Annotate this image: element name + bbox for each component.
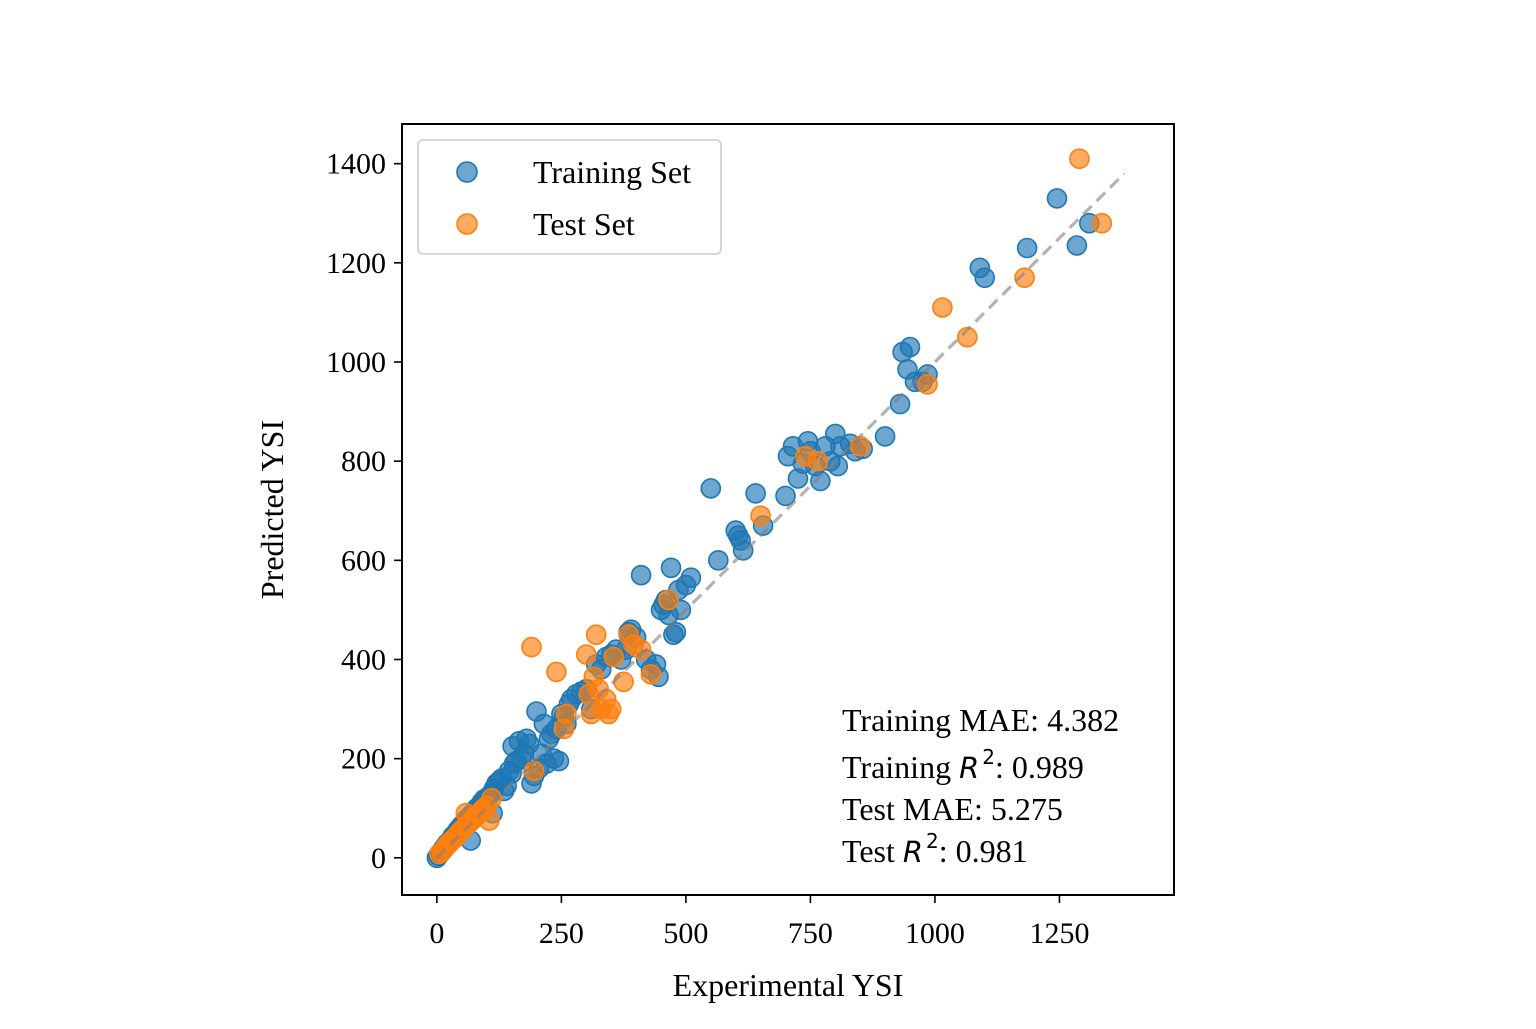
data-point (1014, 267, 1035, 289)
y-tick-label: 800 (341, 445, 386, 478)
data-point (665, 621, 687, 643)
metric-line: Test MAE: 5.275 (842, 791, 1063, 827)
data-point (874, 426, 896, 447)
data-point (1046, 188, 1068, 209)
metric-value: 5.275 (991, 791, 1063, 827)
metric-label: Training (842, 749, 959, 785)
legend-label: Training Set (533, 154, 691, 190)
r-symbol: R (959, 751, 979, 785)
data-point (478, 810, 500, 831)
data-point (1091, 212, 1113, 234)
series-1 (429, 148, 1113, 865)
data-point (1069, 148, 1090, 169)
data-point (556, 703, 577, 725)
reference-line (435, 172, 1126, 859)
data-point (732, 540, 754, 561)
data-point (658, 589, 679, 611)
axes-layer: 0 250 500 750 1000 1250 0 200 400 600 800 1000 1200 1… (254, 123, 1175, 1003)
x-tick-label: 500 (663, 917, 708, 950)
data-point (1066, 235, 1088, 256)
metric-line: Training R 2: 0.989 (842, 745, 1084, 785)
y-axis-title: Predicted YSI (254, 420, 290, 599)
data-point (775, 485, 796, 507)
data-point (899, 336, 921, 358)
data-point (603, 646, 625, 668)
data-point (849, 435, 871, 457)
data-point (745, 483, 766, 504)
data-point (750, 505, 771, 527)
data-point (548, 750, 570, 772)
metric-label: Test (842, 833, 903, 869)
y-tick-label: 1000 (326, 346, 386, 379)
x-axis-title: Experimental YSI (673, 967, 904, 1003)
data-point (974, 267, 996, 289)
data-point (707, 549, 729, 571)
data-point (917, 373, 938, 395)
legend-label: Test Set (533, 206, 635, 242)
marks-layer (426, 148, 1126, 869)
data-point (523, 760, 545, 782)
metric-line: Training MAE: 4.382 (842, 702, 1119, 738)
data-point (481, 787, 503, 809)
data-point (810, 470, 831, 492)
superscript-2: 2 (926, 829, 939, 853)
legend-box (417, 139, 722, 255)
data-point (546, 661, 567, 683)
data-point (613, 671, 634, 693)
y-tick-label: 200 (341, 743, 386, 776)
x-tick-label: 750 (788, 917, 833, 950)
data-point (660, 557, 682, 579)
legend-marker (456, 213, 478, 235)
r-symbol: R (903, 835, 923, 869)
x-tick-label: 250 (539, 917, 584, 950)
data-point (521, 636, 542, 658)
legend-marker (456, 161, 478, 183)
data-point (585, 624, 607, 646)
x-tick-label: 1000 (905, 917, 965, 950)
data-point (600, 698, 622, 720)
data-point (630, 639, 652, 660)
data-point (1016, 237, 1038, 259)
data-point (630, 564, 652, 586)
data-point (700, 478, 722, 499)
y-tick-label: 1200 (326, 247, 386, 280)
metric-value: 4.382 (1047, 702, 1119, 738)
data-point (932, 297, 953, 318)
metric-line: Test R 2: 0.981 (842, 829, 1028, 869)
metric-value: : 0.989 (995, 749, 1084, 785)
data-point (640, 664, 662, 685)
superscript-2: 2 (982, 745, 995, 769)
y-tick-label: 400 (341, 643, 386, 676)
y-tick-label: 0 (371, 842, 386, 875)
legend: Training Set Test Set (417, 139, 722, 255)
metric-value: : 0.981 (939, 833, 1028, 869)
x-tick-label: 0 (429, 917, 444, 950)
x-tick-label: 1250 (1029, 917, 1089, 950)
data-point (807, 450, 829, 472)
metric-label: Training MAE: (842, 702, 1047, 738)
y-tick-label: 1400 (326, 148, 386, 181)
data-point (680, 567, 702, 589)
y-tick-label: 600 (341, 544, 386, 577)
plot-frame (401, 123, 1175, 896)
data-point (575, 644, 597, 665)
metric-label: Test MAE: (842, 791, 991, 827)
